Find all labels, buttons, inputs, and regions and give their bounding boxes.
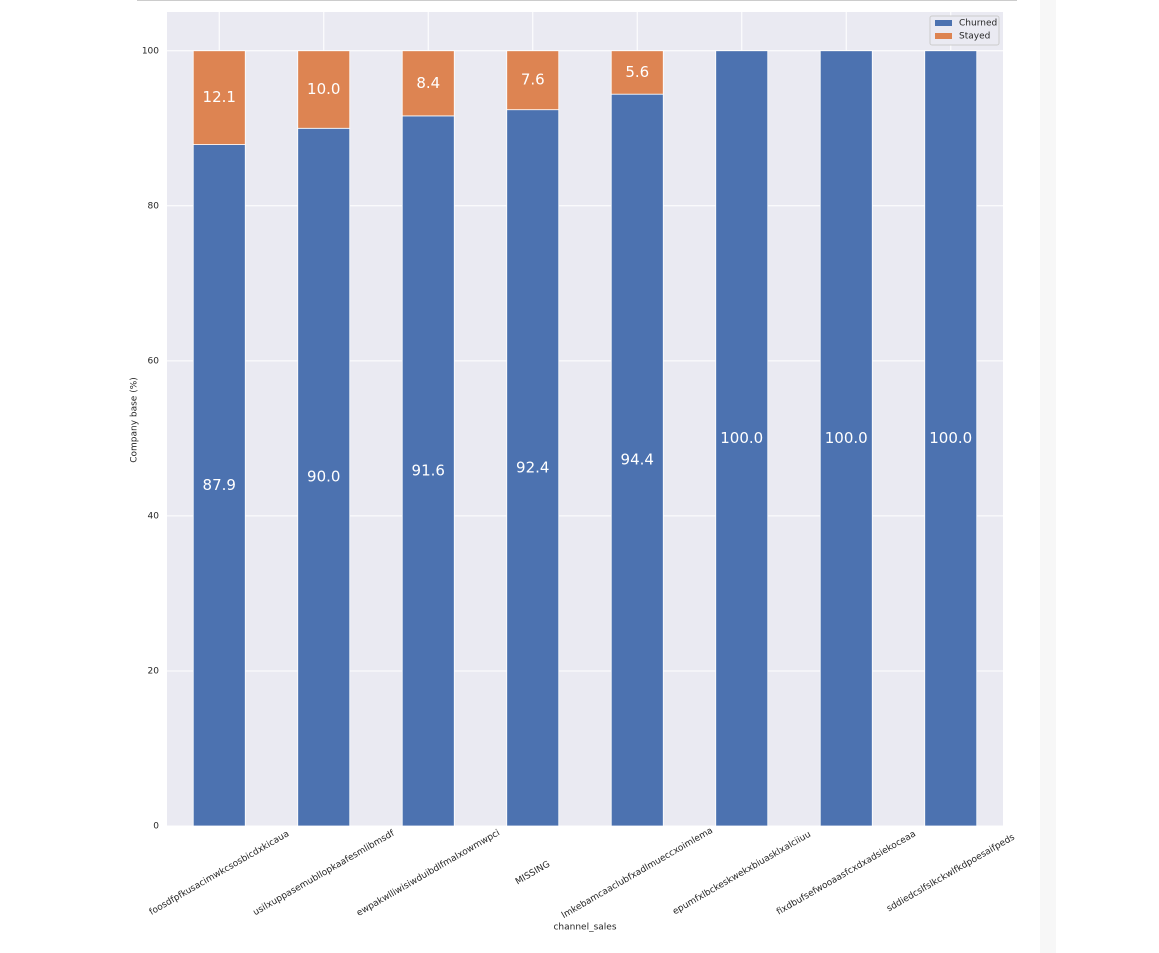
x-tick-label: MISSING <box>514 860 552 888</box>
value-label: 91.6 <box>412 461 445 479</box>
bar-segment <box>715 50 769 827</box>
bar-segment <box>924 50 978 827</box>
y-tick-label: 60 <box>148 356 160 366</box>
plot-area <box>167 12 1003 826</box>
value-label: 90.0 <box>307 468 340 486</box>
bar-segment <box>610 93 664 827</box>
legend-swatch <box>935 33 952 39</box>
value-label: 100.0 <box>825 429 868 447</box>
value-label: 8.4 <box>416 74 440 92</box>
value-label: 5.6 <box>625 63 649 81</box>
value-label: 100.0 <box>720 429 763 447</box>
bar-segment <box>401 115 455 827</box>
legend-label: Churned <box>959 19 997 29</box>
bar-segment <box>819 50 873 827</box>
bar-segment <box>192 50 246 145</box>
value-label: 94.4 <box>621 451 654 469</box>
value-label: 12.1 <box>203 88 236 106</box>
value-label: 7.6 <box>521 71 545 89</box>
y-tick-label: 100 <box>142 46 159 56</box>
legend-swatch <box>935 20 952 26</box>
y-tick-label: 40 <box>148 511 160 521</box>
y-tick-label: 20 <box>148 666 160 676</box>
y-tick-label: 80 <box>148 201 160 211</box>
scrollbar <box>1040 0 1056 953</box>
value-label: 87.9 <box>203 476 236 494</box>
bar-segment <box>506 50 560 111</box>
bar-segment <box>610 50 664 95</box>
bar-segment <box>297 50 351 129</box>
value-label: 92.4 <box>516 458 549 476</box>
y-axis-label: Company base (%) <box>130 377 140 463</box>
bar-segment <box>401 50 455 117</box>
y-tick-label: 0 <box>153 822 159 832</box>
bar-segment <box>506 109 560 827</box>
value-label: 10.0 <box>307 80 340 98</box>
legend-label: Stayed <box>959 32 990 42</box>
x-axis-label: channel_sales <box>553 923 616 933</box>
bar-segment <box>192 144 246 827</box>
value-label: 100.0 <box>929 429 972 447</box>
